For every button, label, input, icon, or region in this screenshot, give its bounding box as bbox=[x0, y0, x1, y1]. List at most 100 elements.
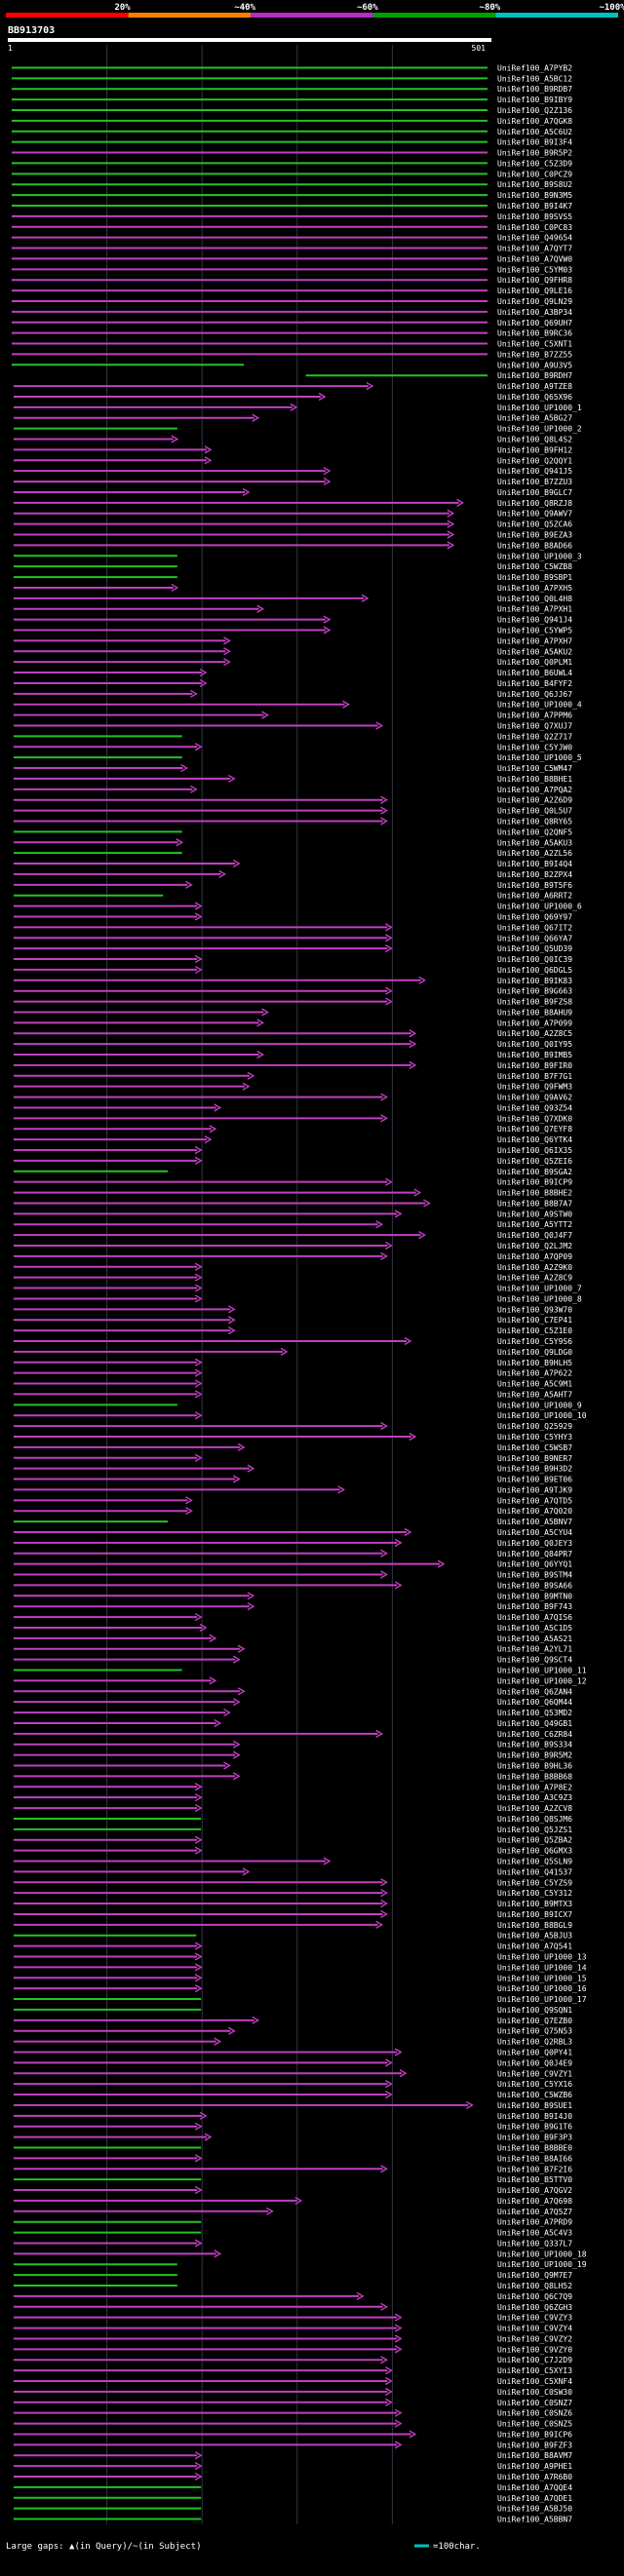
hit-row[interactable]: UniRef100_A7PXH7 bbox=[13, 636, 572, 645]
hit-label[interactable]: UniRef100_A7QGV2 bbox=[497, 2186, 572, 2195]
hit-label[interactable]: UniRef100_C0SW30 bbox=[497, 2388, 572, 2397]
hit-label[interactable]: UniRef100_Q0PY41 bbox=[497, 2048, 572, 2057]
hit-label[interactable]: UniRef100_A7QQE4 bbox=[497, 2483, 572, 2492]
hit-row[interactable]: UniRef100_B9EZA3 bbox=[13, 530, 572, 540]
hit-label[interactable]: UniRef100_C9VZY4 bbox=[497, 2325, 572, 2333]
hit-row[interactable]: UniRef100_B9G1T6 bbox=[13, 2122, 572, 2132]
hit-row[interactable]: UniRef100_Q0IY95 bbox=[13, 1040, 572, 1049]
hit-row[interactable]: UniRef100_Q6YYQ1 bbox=[13, 1559, 572, 1569]
hit-label[interactable]: UniRef100_B9IK83 bbox=[497, 977, 572, 985]
hit-label[interactable]: UniRef100_B7F7G1 bbox=[497, 1072, 572, 1081]
hit-label[interactable]: UniRef100_A7P099 bbox=[497, 1019, 572, 1027]
hit-label[interactable]: UniRef100_Q9FWM3 bbox=[497, 1083, 572, 1092]
hit-label[interactable]: UniRef100_A7QGK8 bbox=[497, 117, 572, 126]
hit-row[interactable]: UniRef100_C5YM03 bbox=[12, 265, 572, 274]
hit-label[interactable]: UniRef100_A7QTD5 bbox=[497, 1496, 572, 1505]
hit-label[interactable]: UniRef100_B5TTV0 bbox=[497, 2175, 572, 2184]
hit-row[interactable]: UniRef100_B9FIR0 bbox=[13, 1060, 572, 1070]
hit-label[interactable]: UniRef100_UP1000_7 bbox=[497, 1285, 582, 1293]
hit-row[interactable]: UniRef100_Q6ZGH3 bbox=[13, 2302, 572, 2312]
hit-label[interactable]: UniRef100_C0PC83 bbox=[497, 223, 572, 232]
hit-row[interactable]: UniRef100_Q7XDK0 bbox=[13, 1114, 572, 1123]
hit-label[interactable]: UniRef100_A7QYT7 bbox=[497, 245, 572, 253]
hit-label[interactable]: UniRef100_C0SNZ5 bbox=[497, 2420, 572, 2429]
hit-label[interactable]: UniRef100_Q8LH52 bbox=[497, 2282, 572, 2290]
hit-row[interactable]: UniRef100_A5BJ50 bbox=[13, 2505, 572, 2514]
hit-label[interactable]: UniRef100_UP1000_4 bbox=[497, 701, 582, 710]
hit-label[interactable]: UniRef100_A7PPM6 bbox=[497, 711, 572, 720]
hit-row[interactable]: UniRef100_A7QQE4 bbox=[13, 2483, 572, 2492]
hit-row[interactable]: UniRef100_C0SNZ7 bbox=[13, 2398, 572, 2407]
hit-label[interactable]: UniRef100_Q9AV62 bbox=[497, 1094, 572, 1102]
hit-label[interactable]: UniRef100_C5WZB8 bbox=[497, 562, 572, 571]
hit-row[interactable]: UniRef100_A7PQA2 bbox=[13, 785, 572, 794]
hit-label[interactable]: UniRef100_A5BG27 bbox=[497, 414, 572, 423]
hit-label[interactable]: UniRef100_B9ICX7 bbox=[497, 1910, 572, 1919]
hit-row[interactable]: UniRef100_A7Q5Z7 bbox=[13, 2207, 572, 2216]
hit-row[interactable]: UniRef100_Q0PY41 bbox=[13, 2048, 572, 2057]
hit-row[interactable]: UniRef100_UP1000_14 bbox=[13, 1963, 587, 1972]
hit-row[interactable]: UniRef100_Q84PR7 bbox=[13, 1549, 572, 1558]
hit-label[interactable]: UniRef100_A5BJ50 bbox=[497, 2505, 572, 2514]
hit-label[interactable]: UniRef100_A5C9M1 bbox=[497, 1380, 572, 1389]
hit-label[interactable]: UniRef100_Q9LDG0 bbox=[497, 1348, 572, 1357]
hit-label[interactable]: UniRef100_C0PCZ9 bbox=[497, 170, 572, 178]
hit-row[interactable]: UniRef100_UP1000_6 bbox=[13, 902, 582, 911]
hit-row[interactable]: UniRef100_Q8SJM6 bbox=[13, 1815, 572, 1824]
hit-label[interactable]: UniRef100_Q8RZJ8 bbox=[497, 499, 572, 508]
hit-row[interactable]: UniRef100_A5AS21 bbox=[13, 1634, 572, 1643]
hit-row[interactable]: UniRef100_Q5UD39 bbox=[13, 944, 572, 953]
hit-label[interactable]: UniRef100_Q9FHR8 bbox=[497, 276, 572, 285]
hit-row[interactable]: UniRef100_Q6IX35 bbox=[13, 1145, 572, 1155]
hit-label[interactable]: UniRef100_Q0IC39 bbox=[497, 955, 572, 964]
hit-row[interactable]: UniRef100_A7QP09 bbox=[13, 1251, 572, 1261]
hit-row[interactable]: UniRef100_C5WZB8 bbox=[13, 562, 572, 571]
hit-label[interactable]: UniRef100_Q7EYF8 bbox=[497, 1125, 572, 1134]
hit-label[interactable]: UniRef100_B9FZS8 bbox=[497, 998, 572, 1007]
hit-row[interactable]: UniRef100_B8BB68 bbox=[13, 1772, 572, 1781]
hit-label[interactable]: UniRef100_UP1000_10 bbox=[497, 1411, 587, 1420]
hit-label[interactable]: UniRef100_B9R5P2 bbox=[497, 149, 572, 158]
hit-label[interactable]: UniRef100_C5YZS9 bbox=[497, 1878, 572, 1887]
hit-row[interactable]: UniRef100_B9GLC7 bbox=[13, 487, 572, 497]
hit-row[interactable]: UniRef100_C0SW30 bbox=[13, 2387, 572, 2397]
hit-row[interactable]: UniRef100_C9VZY4 bbox=[13, 2324, 572, 2333]
hit-label[interactable]: UniRef100_A5AKU3 bbox=[497, 838, 572, 847]
hit-row[interactable]: UniRef100_Q0L5U7 bbox=[13, 806, 572, 816]
hit-label[interactable]: UniRef100_A2Z9K0 bbox=[497, 1263, 572, 1272]
hit-label[interactable]: UniRef100_B9STM4 bbox=[497, 1571, 572, 1580]
hit-label[interactable]: UniRef100_Q6QM44 bbox=[497, 1698, 572, 1707]
hit-label[interactable]: UniRef100_B9ET06 bbox=[497, 1476, 572, 1484]
hit-label[interactable]: UniRef100_C5WZB6 bbox=[497, 2091, 572, 2099]
hit-label[interactable]: UniRef100_Q2RBL3 bbox=[497, 2038, 572, 2047]
hit-row[interactable]: UniRef100_B9IMB5 bbox=[13, 1050, 572, 1059]
hit-row[interactable]: UniRef100_Q5ZEI6 bbox=[13, 1156, 572, 1166]
hit-row[interactable]: UniRef100_Q7XUJ7 bbox=[13, 721, 572, 730]
hit-row[interactable]: UniRef100_B9ET06 bbox=[13, 1475, 572, 1484]
hit-row[interactable]: UniRef100_Q7EZB0 bbox=[13, 2016, 572, 2025]
hit-label[interactable]: UniRef100_C5XNF4 bbox=[497, 2377, 572, 2386]
hit-row[interactable]: UniRef100_B9SBP1 bbox=[13, 573, 572, 582]
hit-row[interactable]: UniRef100_A7QIS6 bbox=[13, 1612, 572, 1622]
hit-row[interactable]: UniRef100_C5WZB6 bbox=[13, 2090, 572, 2099]
hit-row[interactable]: UniRef100_Q2LJM2 bbox=[13, 1241, 572, 1250]
hit-row[interactable]: UniRef100_B9SUE1 bbox=[13, 2100, 572, 2110]
hit-label[interactable]: UniRef100_B9SUE1 bbox=[497, 2101, 572, 2110]
hit-row[interactable]: UniRef100_B8AD66 bbox=[13, 541, 572, 550]
hit-row[interactable]: UniRef100_C5Z3D9 bbox=[12, 159, 572, 168]
hit-label[interactable]: UniRef100_A5BNV7 bbox=[497, 1518, 572, 1526]
hit-label[interactable]: UniRef100_Q9LE16 bbox=[497, 287, 572, 295]
hit-row[interactable]: UniRef100_Q66YA7 bbox=[13, 934, 572, 942]
hit-row[interactable]: UniRef100_Q65X96 bbox=[13, 392, 572, 402]
hit-label[interactable]: UniRef100_Q6ZGH3 bbox=[497, 2303, 572, 2312]
hit-label[interactable]: UniRef100_B9I4Q4 bbox=[497, 860, 572, 868]
hit-row[interactable]: UniRef100_C5WM47 bbox=[13, 763, 572, 773]
hit-row[interactable]: UniRef100_A7QVW0 bbox=[12, 254, 572, 263]
hit-row[interactable]: UniRef100_Q9LE16 bbox=[12, 287, 572, 295]
hit-row[interactable]: UniRef100_Q6JJ67 bbox=[13, 689, 572, 699]
hit-row[interactable]: UniRef100_C5YWP5 bbox=[13, 626, 572, 635]
hit-label[interactable]: UniRef100_A5CYU4 bbox=[497, 1528, 572, 1537]
hit-label[interactable]: UniRef100_Q5SLN9 bbox=[497, 1858, 572, 1866]
hit-label[interactable]: UniRef100_B9T5F6 bbox=[497, 881, 572, 890]
hit-row[interactable]: UniRef100_B8BHE1 bbox=[13, 774, 572, 784]
